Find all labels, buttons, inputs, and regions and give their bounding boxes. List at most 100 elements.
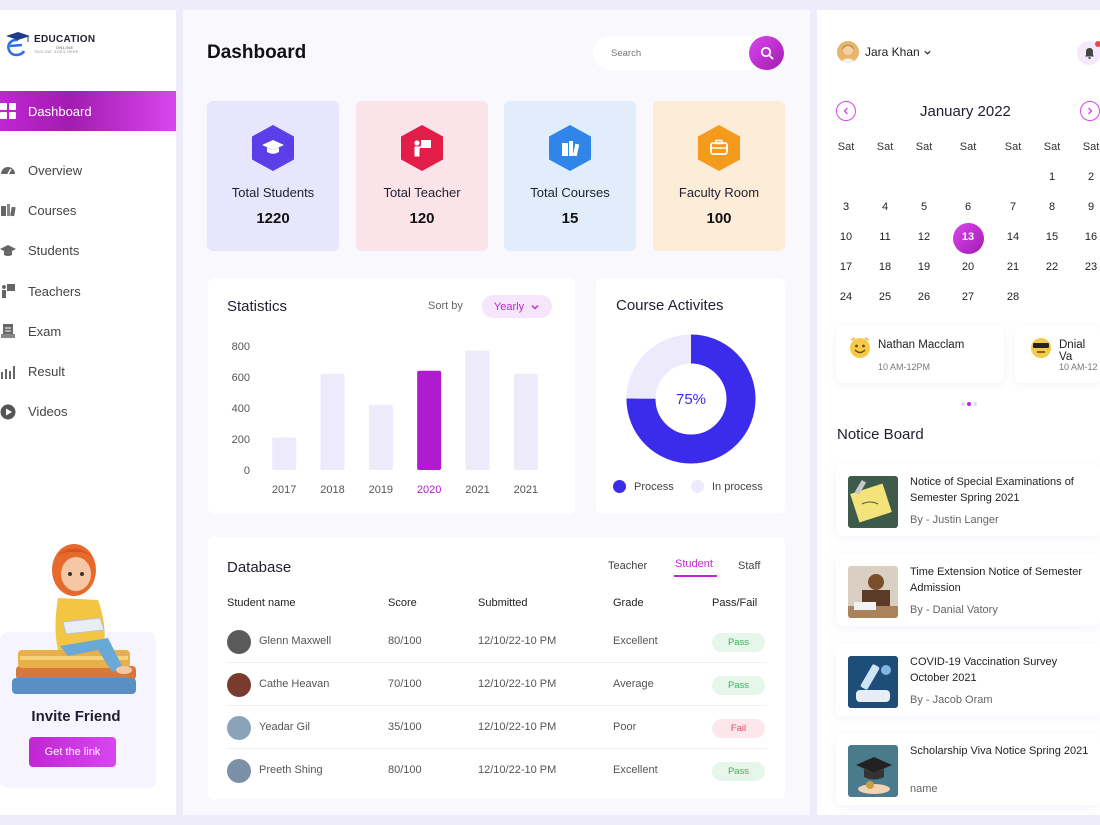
calendar-day[interactable]: 12 — [917, 231, 931, 243]
sidebar-item-overview[interactable]: Overview — [0, 150, 176, 190]
calendar-day[interactable]: 3 — [842, 201, 850, 213]
tab-teacher[interactable]: Teacher — [608, 560, 648, 572]
x-tick-label: 2020 — [417, 484, 441, 496]
user-menu[interactable]: Jara Khan — [837, 41, 932, 63]
sort-dropdown[interactable]: Yearly — [482, 295, 552, 318]
calendar-day[interactable]: 10 — [839, 231, 853, 243]
x-tick-label: 2021 — [465, 484, 489, 496]
carousel-dots[interactable] — [959, 401, 979, 407]
calendar-day[interactable]: 6 — [964, 201, 972, 213]
column-header-grade[interactable]: Grade — [613, 597, 644, 609]
notice-item[interactable]: Scholarship Viva Notice Spring 2021 name — [836, 733, 1100, 805]
grade: Poor — [613, 721, 637, 733]
notice-thumbnail — [848, 476, 898, 528]
submitted: 12/10/22-10 PM — [478, 764, 557, 776]
calendar-day[interactable]: 7 — [1009, 201, 1017, 213]
student-name: Preeth Shing — [259, 764, 323, 776]
stat-card-total-students[interactable]: Total Students 1220 — [207, 101, 339, 251]
notice-item[interactable]: Time Extension Notice of Semester Admiss… — [836, 554, 1100, 626]
calendar-day[interactable]: 15 — [1045, 231, 1059, 243]
tab-student[interactable]: Student — [675, 558, 713, 570]
bar-2021[interactable] — [465, 350, 490, 470]
calendar-day[interactable]: 2 — [1087, 171, 1095, 183]
tab-staff[interactable]: Staff — [738, 560, 761, 572]
sidebar-item-exam[interactable]: Exam — [0, 311, 176, 351]
calendar-day[interactable]: 19 — [917, 261, 931, 273]
calendar-day[interactable]: 1 — [1048, 171, 1056, 183]
bar-2021[interactable] — [513, 373, 538, 470]
search-button[interactable] — [749, 36, 784, 70]
calendar-day[interactable]: 25 — [878, 291, 892, 303]
stat-label: Total Teacher — [383, 185, 461, 200]
search-input[interactable] — [611, 45, 731, 61]
notice-item[interactable]: COVID-19 Vaccination Survey October 2021… — [836, 644, 1100, 716]
notice-item[interactable]: Notice of Special Examinations of Semest… — [836, 464, 1100, 536]
avatar — [227, 630, 251, 654]
sidebar-item-dashboard[interactable]: Dashboard — [0, 91, 176, 131]
calendar-next-button[interactable] — [1080, 101, 1100, 121]
bar-2017[interactable] — [272, 437, 297, 470]
get-link-button[interactable]: Get the link — [29, 737, 116, 767]
bar-2020[interactable] — [417, 370, 442, 470]
chevron-down-icon — [924, 50, 931, 55]
calendar-day[interactable]: 13 — [961, 231, 975, 243]
stat-card-total-courses[interactable]: Total Courses 15 — [504, 101, 636, 251]
stat-card-faculty-room[interactable]: Faculty Room 100 — [653, 101, 785, 251]
calendar-day[interactable]: 23 — [1084, 261, 1098, 273]
stat-card-total-teacher[interactable]: Total Teacher 120 — [356, 101, 488, 251]
table-row[interactable]: Cathe Heavan 70/100 12/10/22-10 PM Avera… — [227, 663, 767, 706]
bar-2018[interactable] — [320, 373, 345, 470]
calendar-weekday: Sat — [915, 141, 933, 153]
y-tick-label: 800 — [232, 341, 250, 353]
bar-2019[interactable] — [368, 404, 393, 470]
calendar-day[interactable]: 24 — [839, 291, 853, 303]
schedule-card[interactable]: Nathan Macclam 10 AM-12PM — [836, 325, 1004, 383]
sidebar-item-students[interactable]: Students — [0, 231, 176, 271]
logo[interactable]: EDUCATION ONLINE TAGLINE GOES HERE — [2, 30, 95, 60]
table-row[interactable]: Preeth Shing 80/100 12/10/22-10 PM Excel… — [227, 749, 767, 792]
calendar-prev-button[interactable] — [836, 101, 856, 121]
calendar-day[interactable]: 8 — [1048, 201, 1056, 213]
calendar-day[interactable]: 11 — [879, 231, 891, 243]
schedule-card[interactable]: Dnial Va 10 AM-12 — [1015, 325, 1100, 383]
submitted: 12/10/22-10 PM — [478, 678, 557, 690]
calendar-day[interactable]: 5 — [920, 201, 928, 213]
calendar-day[interactable]: 16 — [1084, 231, 1098, 243]
dashboard-grid-icon — [0, 103, 16, 119]
column-header-score[interactable]: Score — [388, 597, 417, 609]
sidebar-item-videos[interactable]: Videos — [0, 392, 176, 432]
grade: Excellent — [613, 635, 658, 647]
score: 70/100 — [388, 678, 422, 690]
table-row[interactable]: Glenn Maxwell 80/100 12/10/22-10 PM Exce… — [227, 620, 767, 663]
course-activities-title: Course Activites — [616, 297, 724, 314]
calendar-day[interactable]: 26 — [917, 291, 931, 303]
calendar-day[interactable]: 20 — [961, 261, 975, 273]
column-header-student-name[interactable]: Student name — [227, 597, 296, 609]
avatar — [227, 716, 251, 740]
calendar-day[interactable]: 14 — [1006, 231, 1020, 243]
stat-label: Faculty Room — [678, 185, 760, 200]
grade: Average — [613, 678, 654, 690]
calendar-day[interactable]: 22 — [1045, 261, 1059, 273]
column-header-submitted[interactable]: Submitted — [478, 597, 528, 609]
notice-thumbnail — [848, 566, 898, 618]
sidebar-item-result[interactable]: Result — [0, 351, 176, 391]
calendar-day[interactable]: 17 — [839, 261, 853, 273]
sidebar-item-teachers[interactable]: Teachers — [0, 271, 176, 311]
table-row[interactable]: Yeadar Gil 35/100 12/10/22-10 PM Poor Fa… — [227, 706, 767, 749]
smiling-emoji-icon — [850, 337, 870, 358]
calendar-day[interactable]: 4 — [881, 201, 889, 213]
calendar-day[interactable]: 18 — [878, 261, 892, 273]
sidebar-item-courses[interactable]: Courses — [0, 190, 176, 230]
y-tick-label: 400 — [232, 403, 250, 415]
calendar-day[interactable]: 27 — [961, 291, 975, 303]
calendar-day[interactable]: 28 — [1006, 291, 1020, 303]
sort-dropdown-value: Yearly — [493, 300, 525, 313]
calendar-day[interactable]: 21 — [1006, 261, 1020, 273]
notifications-button[interactable] — [1077, 41, 1100, 65]
stat-value: 1220 — [256, 210, 290, 227]
calendar-day[interactable]: 9 — [1087, 201, 1095, 213]
column-header-pass-fail[interactable]: Pass/Fail — [712, 597, 758, 609]
legend-in-process: In process — [691, 480, 763, 493]
submitted: 12/10/22-10 PM — [478, 721, 557, 733]
